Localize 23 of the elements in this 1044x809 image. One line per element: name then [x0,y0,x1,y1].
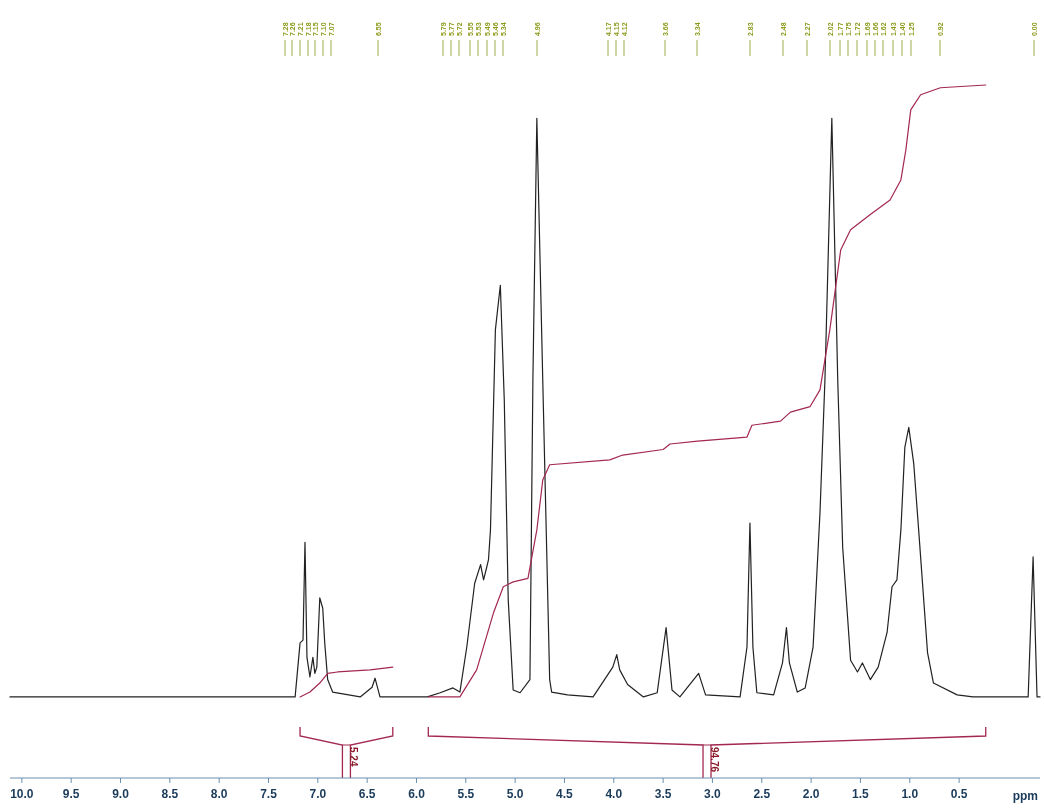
x-tick-label: 6.0 [408,787,426,801]
x-tick-label: 1.5 [852,787,870,801]
x-tick-label: 5.5 [457,787,475,801]
x-tick-label: 6.5 [358,787,376,801]
annotation: 94.76 [708,747,720,773]
x-tick-label: 0.5 [950,787,968,801]
x-tick-label: 5.0 [506,787,524,801]
x-tick-label: 1.0 [901,787,919,801]
x-tick-label: 3.0 [704,787,722,801]
x-tick-label: 9.0 [112,787,130,801]
x-tick-label: 9.5 [62,787,80,801]
x-tick-label: 7.5 [260,787,278,801]
x-tick-label: 2.0 [802,787,820,801]
x-tick-label: 4.5 [556,787,574,801]
x-tick-label: 10.0 [10,787,34,801]
x-axis-title: ppm [1012,789,1038,803]
x-tick-label: 3.5 [654,787,672,801]
x-tick-label: 7.0 [309,787,327,801]
annotation: 5.24 [347,747,359,767]
x-tick-label: 8.5 [161,787,179,801]
x-tick-label: 2.5 [753,787,771,801]
x-tick-label: 8.0 [210,787,228,801]
x-tick-label: 4.0 [605,787,623,801]
